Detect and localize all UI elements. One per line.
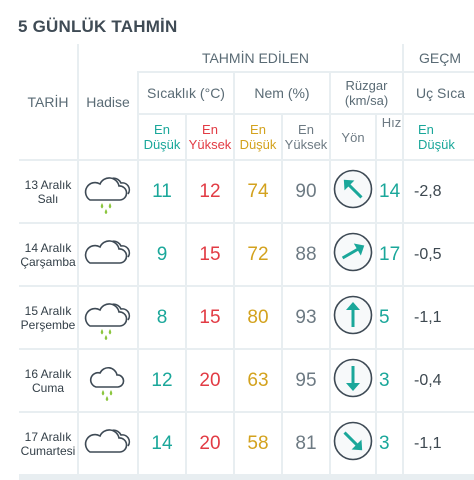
date-cell: 14 Aralık Çarşamba	[19, 224, 77, 285]
hum-max-value: 90	[283, 161, 329, 222]
past-min-value: -1,1	[404, 413, 474, 474]
temp-min-value: 9	[139, 224, 185, 285]
hiz-subheader: Hız	[377, 115, 402, 159]
date-day: 16 Aralık	[24, 366, 72, 381]
south-west-arrow-icon	[332, 231, 374, 278]
past-min-value: -0,5	[404, 224, 474, 285]
hum-max-value: 81	[283, 413, 329, 474]
cloud-rain-small-icon	[82, 359, 134, 403]
temp-min-value: 14	[139, 413, 185, 474]
weather-icon-cell	[79, 161, 137, 222]
north-west-arrow-icon	[332, 420, 374, 467]
temp-max-value: 20	[187, 350, 233, 411]
cloud-rain-icon	[82, 170, 134, 214]
date-day: 15 Aralık	[24, 303, 72, 318]
hum-min-subheader: En Düşük	[235, 115, 281, 159]
weather-icon-cell	[79, 224, 137, 285]
wind-direction-cell	[331, 350, 375, 411]
date-weekday: Cumartesi	[20, 443, 76, 458]
temp-min-subheader: En Düşük	[139, 115, 185, 159]
date-cell: 16 Aralık Cuma	[19, 350, 77, 411]
ruzgar-header: Rüzgar (km/sa)	[331, 73, 402, 113]
page-title: 5 GÜNLÜK TAHMİN	[18, 17, 178, 36]
hum-max-value: 95	[283, 350, 329, 411]
past-min-value: -2,8	[404, 161, 474, 222]
date-cell: 13 Aralık Salı	[19, 161, 77, 222]
hum-max-subheader: En Yüksek	[283, 115, 329, 159]
date-day: 14 Aralık	[24, 240, 72, 255]
weather-icon-cell	[79, 287, 137, 348]
hum-min-value: 80	[235, 287, 281, 348]
north-arrow-icon	[332, 357, 374, 404]
temp-max-subheader: En Yüksek	[187, 115, 233, 159]
forecast-table: TARİH Hadise TAHMİN EDİLEN GEÇM Sıcaklık…	[19, 44, 474, 480]
tahmin-edilen-header: TAHMİN EDİLEN	[79, 44, 402, 71]
cloud-icon	[82, 422, 134, 466]
date-weekday: Salı	[37, 191, 59, 206]
temp-max-value: 12	[187, 161, 233, 222]
temp-max-value: 20	[187, 413, 233, 474]
uc-sicaklik-header: Uç Sıca	[404, 73, 474, 113]
date-weekday: Çarşamba	[20, 254, 76, 269]
past-min-value: -0,4	[404, 350, 474, 411]
south-arrow-icon	[332, 294, 374, 341]
past-min-value: -1,1	[404, 287, 474, 348]
cloud-rain-icon	[82, 296, 134, 340]
date-cell: 17 Aralık Cumartesi	[19, 413, 77, 474]
sicaklik-header: Sıcaklık (°C)	[139, 73, 233, 113]
temp-min-value: 8	[139, 287, 185, 348]
wind-speed-value: 3	[377, 413, 402, 474]
hum-max-value: 88	[283, 224, 329, 285]
wind-direction-cell	[331, 161, 375, 222]
date-cell: 15 Aralık Perşembe	[19, 287, 77, 348]
temp-min-value: 12	[139, 350, 185, 411]
cloud-icon	[82, 233, 134, 277]
date-day: 17 Aralık	[24, 429, 72, 444]
south-east-arrow-icon	[332, 168, 374, 215]
wind-speed-value: 14	[377, 161, 402, 222]
wind-direction-cell	[331, 413, 375, 474]
wind-direction-cell	[331, 224, 375, 285]
date-weekday: Perşembe	[20, 317, 76, 332]
yon-subheader: Yön	[331, 115, 375, 159]
weather-icon-cell	[79, 350, 137, 411]
wind-speed-value: 3	[377, 350, 402, 411]
weather-icon-cell	[79, 413, 137, 474]
wind-direction-cell	[331, 287, 375, 348]
wind-speed-value: 5	[377, 287, 402, 348]
wind-speed-value: 17	[377, 224, 402, 285]
tarih-header: TARİH	[19, 44, 77, 159]
date-day: 13 Aralık	[24, 177, 72, 192]
temp-min-value: 11	[139, 161, 185, 222]
nem-header: Nem (%)	[235, 73, 329, 113]
date-weekday: Cuma	[31, 380, 64, 395]
hum-min-value: 63	[235, 350, 281, 411]
hum-min-value: 58	[235, 413, 281, 474]
hum-min-value: 74	[235, 161, 281, 222]
temp-max-value: 15	[187, 224, 233, 285]
temp-max-value: 15	[187, 287, 233, 348]
gecmis-header: GEÇM	[404, 44, 474, 71]
past-min-subheader: En Düşük	[404, 115, 474, 159]
hum-max-value: 93	[283, 287, 329, 348]
hum-min-value: 72	[235, 224, 281, 285]
